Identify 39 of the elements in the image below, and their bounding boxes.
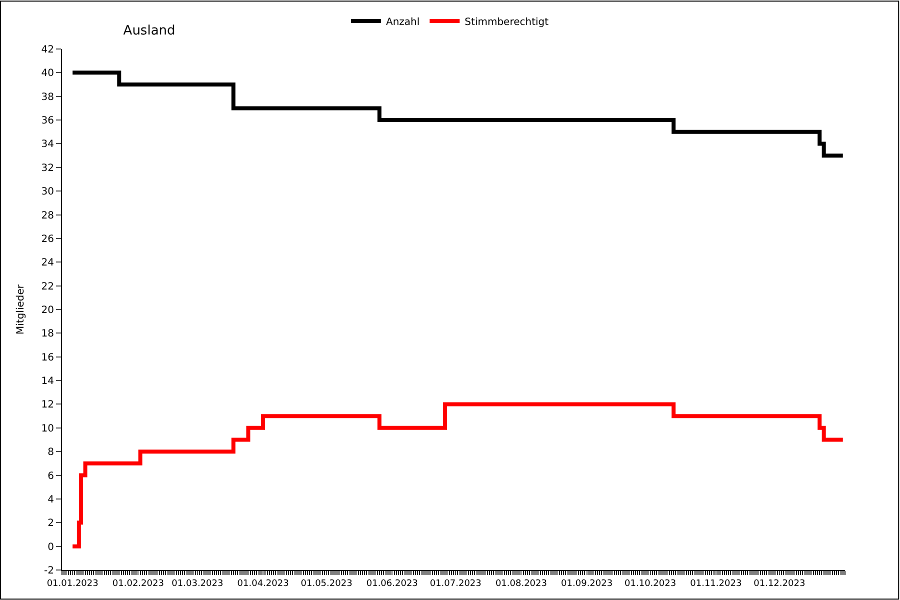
legend-label: Anzahl	[386, 16, 420, 28]
y-tick-label: 24	[41, 258, 54, 269]
y-tick-label: 40	[41, 68, 54, 80]
y-tick-label: 20	[41, 305, 54, 316]
y-tick-label: 42	[41, 44, 54, 56]
y-axis-title: Mitglieder	[15, 284, 26, 334]
x-tick-label: 01.10.2023	[624, 578, 676, 589]
x-tick-label: 01.05.2023	[300, 578, 352, 589]
y-tick-label: -2	[44, 566, 54, 576]
x-tick-label: 01.04.2023	[237, 578, 289, 589]
x-tick-label: 01.07.2023	[430, 578, 482, 589]
y-tick-label: 34	[41, 139, 54, 150]
y-tick-label: 28	[41, 210, 54, 222]
x-tick-label: 01.03.2023	[172, 578, 224, 589]
x-tick-label: 01.01.2023	[46, 578, 98, 589]
x-tick-label: 01.09.2023	[561, 578, 613, 589]
x-tick-label: 01.11.2023	[690, 578, 742, 589]
y-tick-label: 2	[48, 518, 54, 530]
x-tick-label: 01.06.2023	[366, 578, 418, 589]
y-tick-label: 30	[41, 186, 54, 198]
x-tick-label: 01.08.2023	[495, 578, 547, 589]
y-tick-label: 0	[48, 542, 54, 553]
y-tick-label: 18	[41, 328, 54, 340]
y-tick-label: 36	[41, 116, 54, 127]
y-tick-label: 32	[41, 162, 54, 174]
x-tick-label: 01.02.2023	[112, 578, 164, 589]
legend-label: Stimmberechtigt	[464, 16, 549, 28]
y-tick-label: 14	[41, 376, 54, 388]
y-tick-label: 26	[41, 234, 54, 245]
y-tick-label: 10	[41, 423, 54, 434]
y-tick-label: 4	[48, 494, 54, 506]
y-tick-label: 6	[48, 470, 54, 482]
y-tick-label: 12	[41, 400, 54, 411]
y-tick-label: 38	[41, 92, 54, 103]
chart-title: Ausland	[123, 24, 176, 39]
y-tick-label: 8	[48, 447, 54, 458]
y-tick-label: 16	[41, 352, 54, 364]
y-tick-label: 22	[41, 281, 54, 292]
x-tick-label: 01.12.2023	[754, 578, 806, 589]
